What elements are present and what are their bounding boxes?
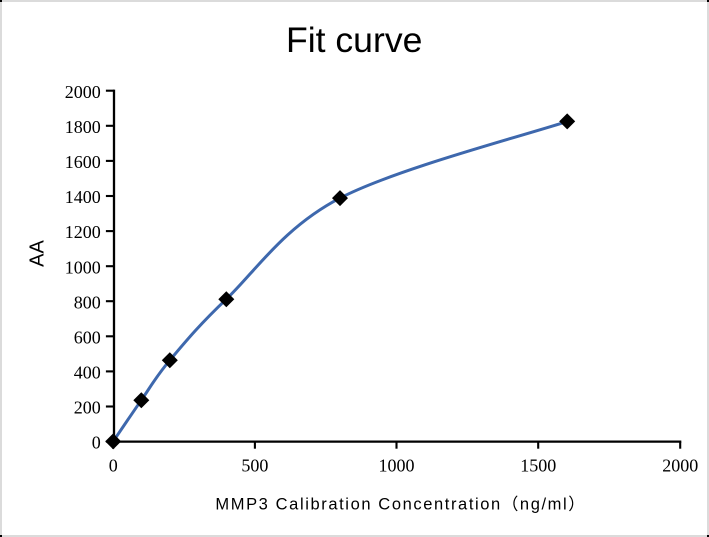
svg-text:0: 0 [109,455,118,475]
svg-text:2000: 2000 [65,82,101,102]
svg-text:1200: 1200 [65,222,101,242]
svg-text:1800: 1800 [65,117,101,137]
svg-text:400: 400 [74,363,101,383]
svg-text:AA: AA [27,240,49,267]
svg-text:1000: 1000 [379,455,415,475]
svg-text:1000: 1000 [65,257,101,277]
svg-text:MMP3 Calibration Concentration: MMP3 Calibration Concentration（ng/ml） [215,494,586,513]
svg-text:800: 800 [74,292,101,312]
svg-text:1500: 1500 [520,455,556,475]
svg-text:1400: 1400 [65,187,101,207]
svg-text:0: 0 [92,433,101,453]
svg-text:600: 600 [74,327,101,347]
svg-text:2000: 2000 [662,455,698,475]
svg-text:Fit curve: Fit curve [286,20,422,60]
svg-text:1600: 1600 [65,152,101,172]
svg-text:500: 500 [241,455,268,475]
svg-text:200: 200 [74,398,101,418]
